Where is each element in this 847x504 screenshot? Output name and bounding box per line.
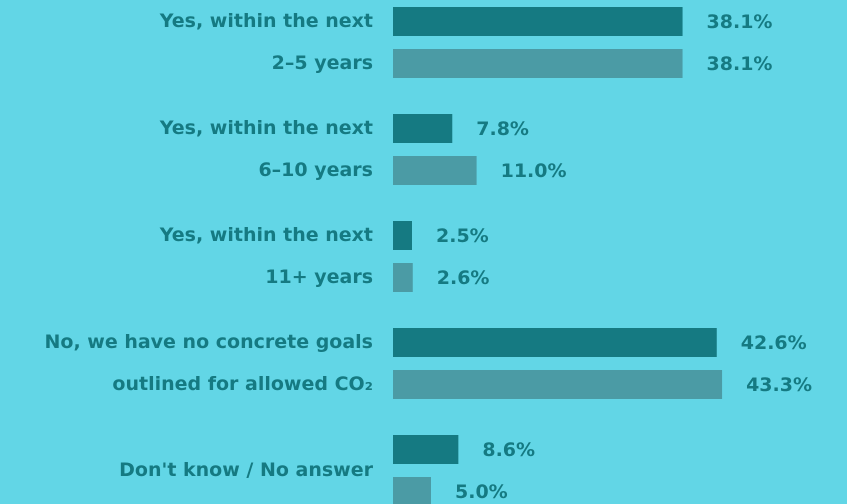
bar (393, 328, 717, 357)
category-label: 2–5 years (272, 52, 373, 74)
value-label: 11.0% (501, 160, 567, 182)
category-label: Yes, within the next (159, 10, 373, 32)
bar (393, 156, 477, 185)
bar (393, 49, 683, 78)
value-label: 2.5% (436, 225, 489, 247)
category-label: outlined for allowed CO₂ (112, 373, 373, 395)
value-label: 8.6% (482, 439, 535, 461)
bar (393, 435, 459, 464)
value-label: 7.8% (476, 118, 529, 140)
bar (393, 114, 453, 143)
value-label: 38.1% (707, 11, 773, 33)
category-label: No, we have no concrete goals (44, 331, 373, 353)
value-label: 43.3% (746, 374, 812, 396)
bar (393, 370, 723, 399)
bar (393, 7, 683, 36)
bar (393, 263, 413, 292)
category-label: Yes, within the next (159, 224, 373, 246)
value-label: 2.6% (437, 267, 490, 289)
bar (393, 221, 412, 250)
bar (393, 477, 431, 504)
value-label: 38.1% (707, 53, 773, 75)
category-label: 11+ years (265, 266, 373, 288)
category-label: Don't know / No answer (119, 459, 373, 481)
value-label: 42.6% (741, 332, 807, 354)
value-label: 5.0% (455, 481, 508, 503)
category-label: 6–10 years (258, 159, 373, 181)
category-label: Yes, within the next (159, 117, 373, 139)
